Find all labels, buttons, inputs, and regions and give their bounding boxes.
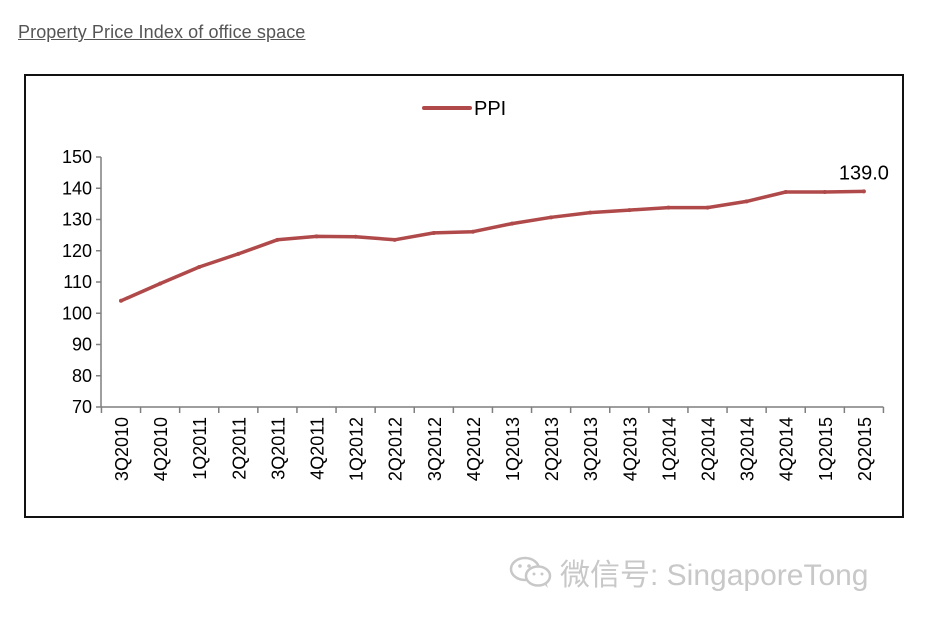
data-point — [119, 298, 123, 303]
data-point — [431, 230, 436, 235]
x-tick-label: 1Q2015 — [816, 417, 836, 481]
y-tick-label: 70 — [72, 397, 92, 417]
x-tick-label: 2Q2015 — [855, 417, 875, 481]
data-point — [666, 205, 671, 210]
data-point — [314, 234, 319, 239]
data-label: 139.0 — [839, 162, 889, 184]
data-point — [236, 251, 241, 256]
x-tick-label: 2Q2013 — [542, 417, 562, 481]
wechat-logo-icon — [509, 556, 552, 588]
data-point — [549, 215, 554, 220]
x-tick-label: 3Q2013 — [581, 417, 601, 481]
y-tick-label: 140 — [62, 178, 92, 198]
data-point — [275, 237, 280, 242]
y-tick-label: 90 — [72, 335, 92, 355]
x-tick-label: 2Q2011 — [229, 417, 249, 480]
data-point — [353, 234, 358, 239]
x-tick-label: 4Q2013 — [620, 417, 640, 481]
x-tick-label: 1Q2011 — [190, 417, 210, 480]
data-point — [197, 265, 202, 269]
data-point — [588, 210, 593, 215]
line-chart: 70 80 90 100 110 120 130 140 150 3Q2010 4Q2010 1Q20… — [62, 98, 889, 481]
x-tick-label: 2Q2012 — [386, 417, 406, 481]
x-tick-label: 3Q2011 — [268, 417, 288, 480]
data-point — [705, 205, 710, 210]
y-tick-label: 80 — [72, 366, 92, 386]
x-tick-label: 1Q2014 — [659, 417, 679, 481]
data-point — [470, 229, 475, 234]
x-tick-label: 4Q2010 — [151, 417, 171, 481]
data-point — [861, 189, 866, 194]
x-tick-label: 4Q2014 — [777, 417, 797, 481]
data-point — [158, 281, 163, 286]
x-tick-label: 2Q2014 — [699, 417, 719, 481]
data-point — [392, 237, 397, 242]
data-point — [510, 221, 514, 226]
data-point — [744, 199, 749, 204]
x-tick-label: 4Q2012 — [464, 417, 484, 481]
x-tick-label: 4Q2011 — [308, 417, 328, 480]
data-point — [783, 190, 788, 194]
watermark-text: 微信号: SingaporeTong — [560, 559, 869, 592]
series-line-ppi — [119, 189, 866, 303]
legend-label: PPI — [474, 98, 506, 120]
data-point — [822, 190, 827, 194]
chart-container: 70 80 90 100 110 120 130 140 150 3Q2010 4Q2010 1Q20… — [24, 74, 904, 518]
y-tick-label: 130 — [62, 210, 92, 230]
x-tick-label: 1Q2012 — [347, 417, 367, 481]
x-tick-label: 3Q2012 — [425, 417, 445, 481]
y-tick-label: 100 — [62, 303, 92, 323]
y-tick-label: 120 — [62, 241, 92, 261]
y-tick-label: 150 — [62, 147, 92, 167]
x-tick-label: 3Q2014 — [738, 417, 758, 481]
x-tick-label: 3Q2010 — [112, 417, 132, 481]
data-point — [627, 208, 632, 213]
watermark: 微信号: SingaporeTong — [508, 550, 869, 594]
y-tick-label: 110 — [63, 272, 92, 292]
page-title: Property Price Index of office space — [18, 22, 306, 42]
x-tick-label: 1Q2013 — [503, 417, 523, 481]
